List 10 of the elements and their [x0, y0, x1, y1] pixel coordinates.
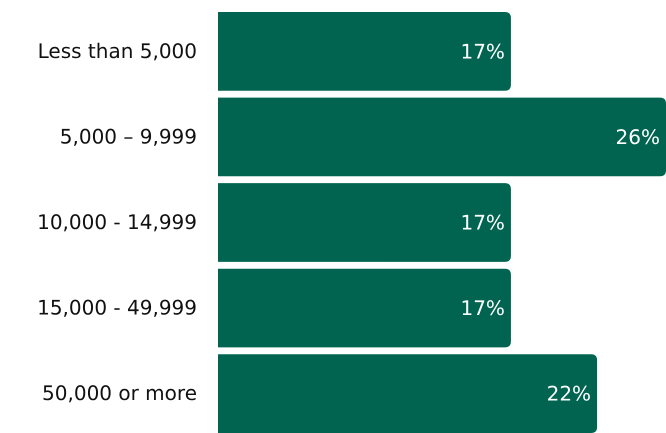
data-label: 26%: [616, 124, 660, 149]
y-tick-label: 10,000 - 14,999: [37, 210, 197, 234]
data-label: 17%: [460, 210, 505, 234]
y-tick-label: 5,000 – 9,999: [60, 124, 197, 148]
data-label: 22%: [546, 382, 592, 406]
y-tick-label: Less than 5,000: [38, 38, 197, 63]
y-tick-label: 15,000 - 49,999: [37, 295, 197, 320]
data-label: 17%: [460, 39, 505, 64]
data-label: 17%: [460, 296, 505, 320]
y-tick-label: 50,000 or more: [42, 381, 197, 406]
